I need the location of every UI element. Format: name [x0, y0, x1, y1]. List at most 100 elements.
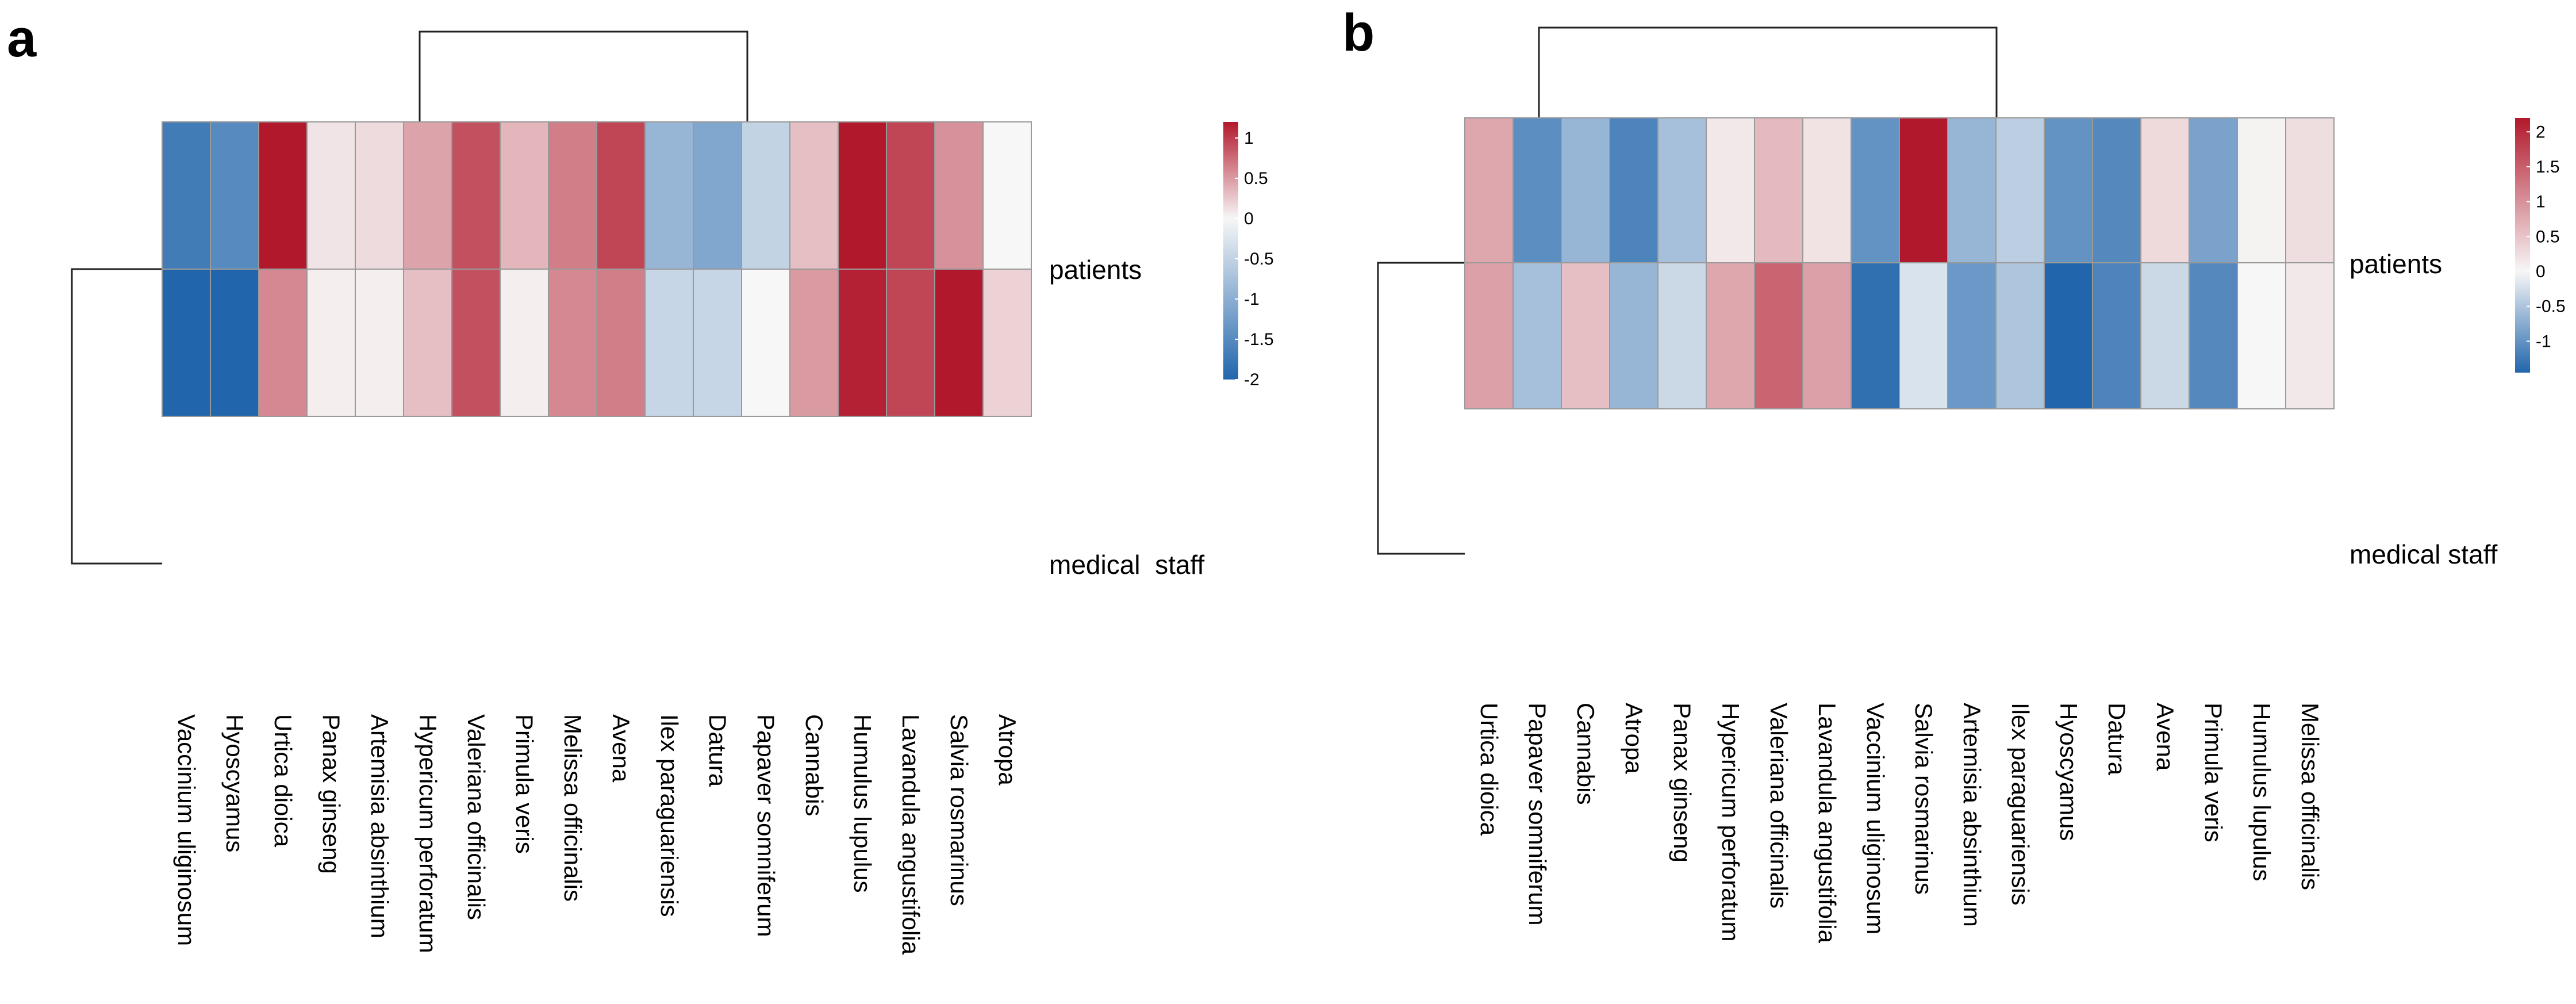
colorbar-tick-label: -1 — [1244, 290, 1260, 309]
cell-patients-hypericum-perforatum — [403, 121, 452, 270]
colorbar-gradient — [1223, 122, 1238, 380]
cell-medical-staff-datura — [2092, 262, 2141, 409]
panel-letter-a: a — [7, 9, 37, 68]
column-label-hyoscyamus: Hyoscyamus — [2055, 703, 2082, 841]
colorbar-tick-label: 2 — [2536, 122, 2546, 141]
cell-patients-urtica-dioica — [258, 121, 308, 270]
colorbar-tick-label: -1.5 — [1244, 330, 1274, 349]
column-label-ilex-paraguariensis: Ilex paraguariensis — [656, 714, 683, 917]
cell-patients-primula-veris — [500, 121, 549, 270]
cell-patients-datura — [2092, 117, 2141, 263]
cell-patients-melissa-officinalis — [2285, 117, 2335, 263]
cell-patients-cannabis — [789, 121, 839, 270]
heatmap-panel-b: b patients medical staff Urtica dioica Pa… — [1342, 3, 2566, 944]
cell-medical-staff-vaccinium-uliginosum — [1851, 262, 1900, 409]
cell-medical-staff-artemisia-absinthium — [355, 269, 404, 417]
row-label-patients: patients — [1049, 255, 1142, 285]
cell-medical-staff-panax-ginseng — [306, 269, 356, 417]
cell-medical-staff-salvia-rosmarinus — [934, 269, 984, 417]
cell-medical-staff-valeriana-officinalis — [451, 269, 501, 417]
cell-medical-staff-artemisia-absinthium — [1947, 262, 1997, 409]
cell-patients-artemisia-absinthium — [355, 121, 404, 270]
cell-patients-cannabis — [1561, 117, 1610, 263]
column-label-panax-ginseng: Panax ginseng — [1669, 703, 1696, 863]
cell-patients-lavandula-angustifolia — [1802, 117, 1852, 263]
cell-medical-staff-urtica-dioica — [1464, 262, 1514, 409]
column-label-lavandula-angustifolia: Lavandula angustifolia — [1814, 703, 1841, 944]
cell-medical-staff-humulus-lupulus — [838, 269, 887, 417]
cell-patients-datura — [693, 121, 742, 270]
colorbar-a: 1 0.5 0 -0.5 -1 -1.5 -2 — [1223, 122, 1274, 389]
colorbar-tick-label: 1 — [1244, 129, 1254, 148]
cell-patients-atropa — [982, 121, 1032, 270]
colorbar-tick-label: 0 — [1244, 209, 1254, 228]
cell-medical-staff-lavandula-angustifolia — [886, 269, 935, 417]
cell-medical-staff-avena — [596, 269, 646, 417]
colorbar-tick-label: -0.5 — [2536, 297, 2566, 316]
cell-medical-staff-hypericum-perforatum — [403, 269, 452, 417]
cell-patients-panax-ginseng — [1657, 117, 1707, 263]
cell-patients-salvia-rosmarinus — [934, 121, 984, 270]
column-label-panax-ginseng: Panax ginseng — [318, 714, 345, 874]
cell-patients-vaccinium-uliginosum — [1851, 117, 1900, 263]
cell-medical-staff-panax-ginseng — [1657, 262, 1707, 409]
colorbar-gradient — [2515, 118, 2530, 373]
cell-medical-staff-papaver-somniferum — [741, 269, 790, 417]
cell-medical-staff-papaver-somniferum — [1512, 262, 1562, 409]
cell-patients-hyoscyamus — [210, 121, 259, 270]
cell-patients-atropa — [1609, 117, 1659, 263]
cell-patients-valeriana-officinalis — [1754, 117, 1803, 263]
cell-patients-papaver-somniferum — [1512, 117, 1562, 263]
cell-patients-melissa-officinalis — [548, 121, 597, 270]
column-labels-a: Vaccinium uliginosum Hyoscyamus Urtica dio… — [173, 714, 1021, 955]
column-label-primula-veris: Primula veris — [2200, 703, 2227, 842]
cell-patients-valeriana-officinalis — [451, 121, 501, 270]
column-label-humulus-lupulus: Humulus lupulus — [849, 714, 876, 893]
cell-medical-staff-cannabis — [789, 269, 839, 417]
column-label-hypericum-perforatum: Hypericum perforatum — [1717, 703, 1744, 941]
column-label-valeriana-officinalis: Valeriana officinalis — [1765, 703, 1792, 909]
cell-patients-hyoscyamus — [2044, 117, 2093, 263]
colorbar-tick-label: 0.5 — [1244, 169, 1268, 188]
column-label-salvia-rosmarinus: Salvia rosmarinus — [1910, 703, 1937, 895]
column-label-artemisia-absinthium: Artemisia absinthium — [366, 714, 393, 938]
column-label-salvia-rosmarinus: Salvia rosmarinus — [946, 714, 973, 906]
cell-medical-staff-hyoscyamus — [2044, 262, 2093, 409]
colorbar-tick-label: 0.5 — [2536, 227, 2560, 246]
column-label-melissa-officinalis: Melissa officinalis — [2297, 703, 2324, 890]
column-dendrogram-a — [419, 30, 748, 122]
column-label-cannabis: Cannabis — [801, 714, 828, 816]
cell-medical-staff-ilex-paraguariensis — [1995, 262, 2045, 409]
column-label-primula-veris: Primula veris — [511, 714, 538, 854]
cell-patients-vaccinium-uliginosum — [162, 121, 211, 270]
colorbar-tick-label: -2 — [1244, 370, 1260, 389]
column-label-melissa-officinalis: Melissa officinalis — [559, 714, 586, 902]
column-label-humulus-lupulus: Humulus lupulus — [2248, 703, 2275, 882]
column-label-datura: Datura — [704, 714, 731, 787]
cell-medical-staff-primula-veris — [2189, 262, 2238, 409]
colorbar-tick-label: 0 — [2536, 262, 2546, 281]
cell-patients-humulus-lupulus — [838, 121, 887, 270]
column-dendrogram-b — [1538, 26, 1998, 118]
cell-medical-staff-valeriana-officinalis — [1754, 262, 1803, 409]
cell-patients-panax-ginseng — [306, 121, 356, 270]
row-dendrogram-a — [71, 268, 162, 565]
cell-medical-staff-salvia-rosmarinus — [1899, 262, 1948, 409]
cell-medical-staff-avena — [2140, 262, 2190, 409]
column-label-lavandula-angustifolia: Lavandula angustifolia — [897, 714, 924, 955]
cell-medical-staff-melissa-officinalis — [2285, 262, 2335, 409]
colorbar-tick-label: -1 — [2536, 332, 2551, 351]
column-label-datura: Datura — [2103, 703, 2130, 776]
cell-patients-papaver-somniferum — [741, 121, 790, 270]
cell-patients-avena — [596, 121, 646, 270]
column-label-urtica-dioica: Urtica dioica — [270, 714, 297, 848]
row-label-patients-b: patients — [2350, 249, 2442, 279]
cell-patients-avena — [2140, 117, 2190, 263]
column-labels-b: Urtica dioica Papaver somniferum Cannabis A… — [1476, 703, 2324, 944]
colorbar-tick-label: 1.5 — [2536, 158, 2560, 177]
cell-patients-ilex-paraguariensis — [1995, 117, 2045, 263]
cell-patients-hypericum-perforatum — [1706, 117, 1755, 263]
cell-medical-staff-humulus-lupulus — [2237, 262, 2286, 409]
cell-medical-staff-melissa-officinalis — [548, 269, 597, 417]
